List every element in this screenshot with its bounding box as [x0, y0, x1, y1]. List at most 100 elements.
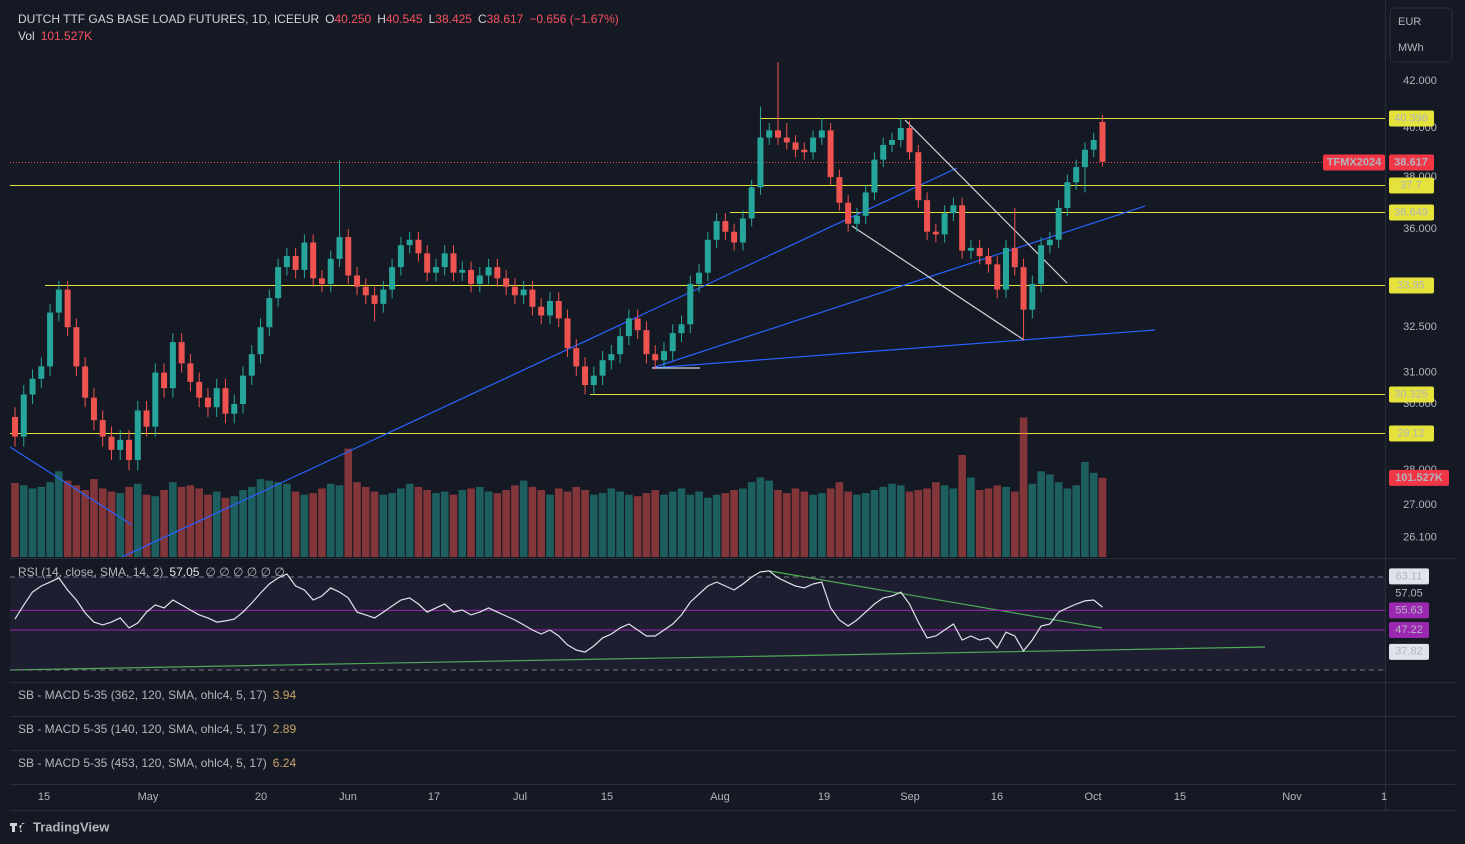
symbol-label-bg: [1323, 154, 1385, 171]
volume-bar: [133, 483, 142, 557]
candle-body: [511, 286, 518, 296]
candle-body: [1029, 283, 1036, 310]
volume-bar: [660, 494, 668, 557]
candle-body: [117, 439, 124, 450]
volume-bar: [616, 491, 624, 557]
candle-body: [196, 381, 203, 398]
volume-bar: [414, 486, 423, 557]
volume-bar: [256, 479, 265, 557]
volume-bar: [195, 488, 203, 557]
candle-body: [476, 275, 483, 284]
volume-bar: [116, 493, 125, 557]
volume-bar: [186, 485, 195, 557]
indicator: SB - MACD 5-35 (140, 120, SMA, ohlc4, 5,…: [18, 722, 296, 736]
x-tick-label: May: [138, 791, 159, 803]
volume-bar: [774, 489, 782, 557]
indicator-label: SB - MACD 5-35 (453, 120, SMA, ohlc4, 5,…: [18, 756, 267, 770]
candle-body: [432, 267, 439, 273]
rsi-label: 63.11: [1396, 570, 1423, 582]
volume-bar: [353, 482, 361, 557]
volume-bar: [46, 482, 54, 557]
volume-bar: [484, 491, 493, 557]
candle-body: [608, 354, 615, 361]
rsi-label-bg: [1389, 621, 1429, 638]
candle-body: [713, 221, 720, 240]
quote-value: 40.545: [386, 12, 423, 26]
candle-body: [827, 130, 834, 178]
volume-bar: [204, 494, 212, 557]
y-tick-label: 36.000: [1403, 223, 1437, 235]
volume-bar: [1037, 471, 1045, 557]
candles-layer: [12, 62, 1106, 471]
candle-body: [108, 436, 115, 450]
candle-body: [731, 231, 738, 243]
volume-bar: [1028, 483, 1037, 557]
brand: TradingView: [33, 819, 110, 834]
indicator-label: SB - MACD 5-35 (362, 120, SMA, ohlc4, 5,…: [18, 688, 267, 702]
candle-body: [906, 127, 913, 153]
y-tick-label: 26.100: [1403, 532, 1437, 544]
volume-bar: [63, 480, 72, 557]
volume-bar: [98, 488, 107, 557]
rsi-label-bg: [1389, 643, 1429, 660]
candle-body: [1020, 267, 1027, 310]
quote-value: 40.250: [335, 12, 372, 26]
candle-body: [582, 366, 589, 386]
volume-bar: [923, 488, 931, 557]
candle-body: [318, 278, 325, 284]
volume-bar: [11, 482, 19, 557]
levels-layer: [10, 118, 1385, 434]
y-tick-label: 42.000: [1403, 75, 1437, 87]
unit-box[interactable]: [1389, 7, 1453, 63]
volume-bar: [177, 486, 186, 557]
volume-bar: [607, 488, 616, 557]
level-label: 29.12: [1397, 427, 1425, 439]
symbol-label: TFMX2024: [1327, 156, 1382, 168]
candle-body: [292, 256, 299, 270]
volume-bar: [1054, 482, 1063, 557]
candle-body: [774, 130, 781, 138]
candle-body: [941, 213, 948, 235]
candle-body: [178, 342, 185, 364]
volume-bar: [493, 493, 502, 557]
volume-bar: [449, 494, 458, 557]
volume-bar: [747, 482, 756, 557]
candle-body: [590, 375, 597, 386]
level-label: 30.325: [1394, 388, 1428, 400]
volume-bar: [318, 488, 326, 557]
indicator-value: 2.89: [273, 722, 297, 736]
volume-bar: [704, 497, 712, 557]
volume-bar: [1002, 486, 1010, 557]
volume-bar: [642, 493, 651, 557]
candle-body: [766, 130, 773, 138]
volume-layer: [11, 417, 1107, 557]
volume-bar: [940, 485, 949, 557]
candle-body: [55, 289, 62, 313]
volume-bar: [432, 493, 440, 557]
candle-body: [1064, 182, 1071, 208]
indicator-value: 3.94: [273, 688, 297, 702]
volume-bar: [476, 486, 484, 557]
currency[interactable]: EUR: [1398, 16, 1421, 28]
rsi-label: 47.22: [1395, 624, 1423, 636]
volume-bar: [695, 491, 703, 557]
level-label: 36.649: [1394, 206, 1428, 218]
candle-body: [371, 295, 378, 304]
x-tick-label: 15: [601, 791, 613, 803]
rsi-flags: ∅ ∅ ∅ ∅ ∅ ∅: [205, 565, 284, 579]
volume-bar: [511, 485, 519, 557]
level-label-bg: [1389, 386, 1434, 403]
volume-bar: [379, 494, 388, 557]
candle-body: [994, 264, 1001, 290]
volume-bar: [879, 486, 888, 557]
volume-bar: [81, 489, 89, 557]
unit[interactable]: MWh: [1398, 42, 1424, 54]
candle-body: [29, 378, 36, 395]
volume-bar: [625, 494, 633, 557]
last-price-label: 38.617: [1394, 156, 1428, 168]
x-tick-label: 16: [991, 791, 1003, 803]
volume-bar: [975, 489, 984, 557]
volume-bar: [967, 477, 975, 557]
volume-bar: [905, 491, 914, 557]
